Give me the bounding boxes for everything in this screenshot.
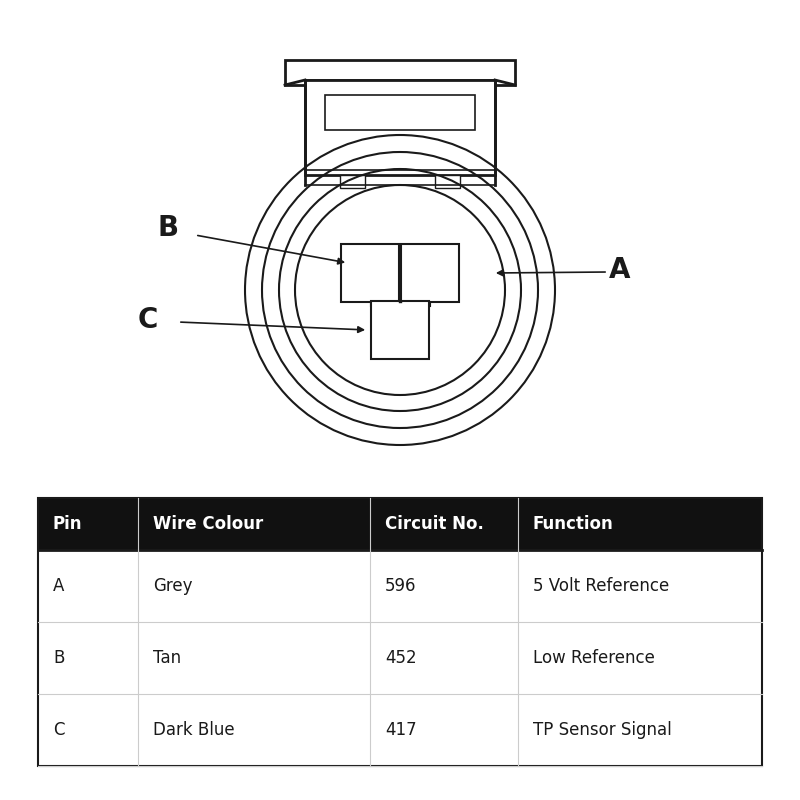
Bar bbox=[38, 498, 762, 550]
Text: Dark Blue: Dark Blue bbox=[153, 721, 234, 739]
Text: Grey: Grey bbox=[153, 577, 193, 595]
Bar bbox=[401, 244, 459, 302]
Bar bbox=[325, 95, 475, 130]
Bar bbox=[285, 60, 515, 85]
Text: Circuit No.: Circuit No. bbox=[385, 515, 484, 533]
Text: 417: 417 bbox=[385, 721, 417, 739]
Text: A: A bbox=[610, 256, 630, 284]
Bar bbox=[435, 175, 460, 188]
Bar bbox=[305, 80, 495, 175]
Text: A: A bbox=[53, 577, 64, 595]
Bar bbox=[341, 244, 399, 302]
Text: Wire Colour: Wire Colour bbox=[153, 515, 263, 533]
Text: Low Reference: Low Reference bbox=[533, 649, 655, 667]
Text: B: B bbox=[53, 649, 64, 667]
Text: 452: 452 bbox=[385, 649, 417, 667]
Text: B: B bbox=[158, 214, 178, 242]
Text: 596: 596 bbox=[385, 577, 417, 595]
Text: Pin: Pin bbox=[53, 515, 82, 533]
Bar bbox=[38, 498, 762, 766]
Text: TP Sensor Signal: TP Sensor Signal bbox=[533, 721, 672, 739]
Text: 5 Volt Reference: 5 Volt Reference bbox=[533, 577, 670, 595]
Bar bbox=[340, 175, 365, 188]
Text: C: C bbox=[53, 721, 65, 739]
Text: Tan: Tan bbox=[153, 649, 181, 667]
Text: C: C bbox=[138, 306, 158, 334]
Bar bbox=[371, 301, 429, 359]
Text: Function: Function bbox=[533, 515, 614, 533]
